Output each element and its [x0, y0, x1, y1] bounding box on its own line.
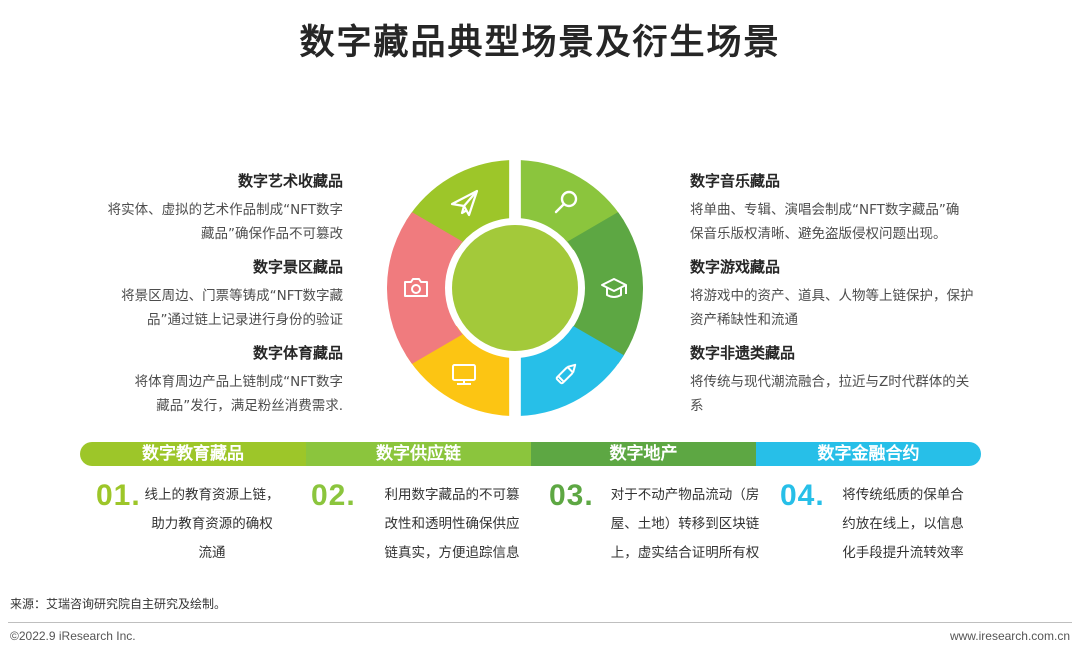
monitor-icon: [452, 364, 476, 385]
website-link[interactable]: www.iresearch.com.cn: [949, 629, 1070, 643]
wheel-segment-left: [387, 212, 463, 364]
scene-scenic-desc: 将景区周边、门票等铸成“NFT数字藏 品”通过链上记录进行身份的验证: [121, 288, 343, 328]
scene-heritage-title: 数字非遗类藏品: [690, 344, 796, 362]
scene-wheel: [387, 160, 643, 416]
derived-desc-real-estate: 对于不动产物品流动（房 屋、土地）转移到区块链 上，虚实结合证明所有权: [610, 487, 760, 561]
footer-divider: [8, 622, 1072, 623]
scene-music-title: 数字音乐藏品: [690, 172, 781, 190]
copyright: ©2022.9 iResearch Inc.: [10, 629, 136, 643]
scene-game-title: 数字游戏藏品: [690, 258, 781, 276]
scene-sports-desc: 将体育周边产品上链制成“NFT数字 藏品”发行，满足粉丝消费需求.: [134, 374, 343, 414]
source-note: 来源：艾瑞咨询研究院自主研究及绘制。: [10, 597, 227, 611]
scene-music-desc: 将单曲、专辑、演唱会制成“NFT数字藏品”确 保音乐版权清晰、避免盗版侵权问题出…: [690, 202, 960, 242]
scene-game-desc: 将游戏中的资产、道具、人物等上链保护，保护 资产稀缺性和流通: [690, 288, 974, 328]
page-title: 数字藏品典型场景及衍生场景: [299, 23, 781, 63]
scene-art-desc: 将实体、虚拟的艺术作品制成“NFT数字 藏品”确保作品不可篡改: [107, 202, 343, 242]
scene-scenic: 数字景区藏品 将景区周边、门票等铸成“NFT数字藏 品”通过链上记录进行身份的验…: [43, 256, 343, 332]
scene-heritage: 数字非遗类藏品 将传统与现代潮流融合，拉近与Z时代群体的关 系: [690, 342, 1020, 418]
derived-number-1: 01.: [96, 479, 141, 512]
derived-number-2: 02.: [311, 479, 356, 512]
pencil-icon: [555, 363, 577, 385]
derived-desc-supply-chain: 利用数字藏品的不可篡 改性和透明性确保供应 链真实，方便追踪信息: [384, 487, 520, 561]
magnifier-icon: [554, 190, 578, 214]
scene-art-title: 数字艺术收藏品: [237, 172, 343, 190]
scene-sports-title: 数字体育藏品: [252, 344, 343, 362]
derived-bar-education: 数字教育藏品: [80, 442, 306, 466]
scene-sports: 数字体育藏品 将体育周边产品上链制成“NFT数字 藏品”发行，满足粉丝消费需求.: [43, 342, 343, 418]
paper-plane-icon: [450, 189, 479, 217]
camera-icon: [404, 278, 428, 297]
derived-bar-supply-chain: 数字供应链: [306, 442, 531, 466]
derived-desc-finance: 将传统纸质的保单合 约放在线上，以信息 化手段提升流转效率: [842, 487, 964, 561]
derived-bar-real-estate: 数字地产: [531, 442, 756, 466]
graduation-cap-icon: [601, 278, 627, 298]
derived-number-4: 04.: [780, 479, 825, 512]
scene-game: 数字游戏藏品 将游戏中的资产、道具、人物等上链保护，保护 资产稀缺性和流通: [690, 256, 1020, 332]
scene-scenic-title: 数字景区藏品: [252, 258, 343, 276]
wheel-center: [452, 225, 578, 351]
derived-desc-education: 线上的教育资源上链， 助力教育资源的确权 流通: [144, 487, 280, 561]
scene-music: 数字音乐藏品 将单曲、专辑、演唱会制成“NFT数字藏品”确 保音乐版权清晰、避免…: [690, 170, 1020, 246]
derived-number-3: 03.: [549, 479, 594, 512]
derived-bar-finance: 数字金融合约: [756, 442, 981, 466]
wheel-segment-right: [567, 212, 643, 364]
scene-heritage-desc: 将传统与现代潮流融合，拉近与Z时代群体的关 系: [690, 374, 970, 414]
scene-art: 数字艺术收藏品 将实体、虚拟的艺术作品制成“NFT数字 藏品”确保作品不可篡改: [43, 170, 343, 246]
